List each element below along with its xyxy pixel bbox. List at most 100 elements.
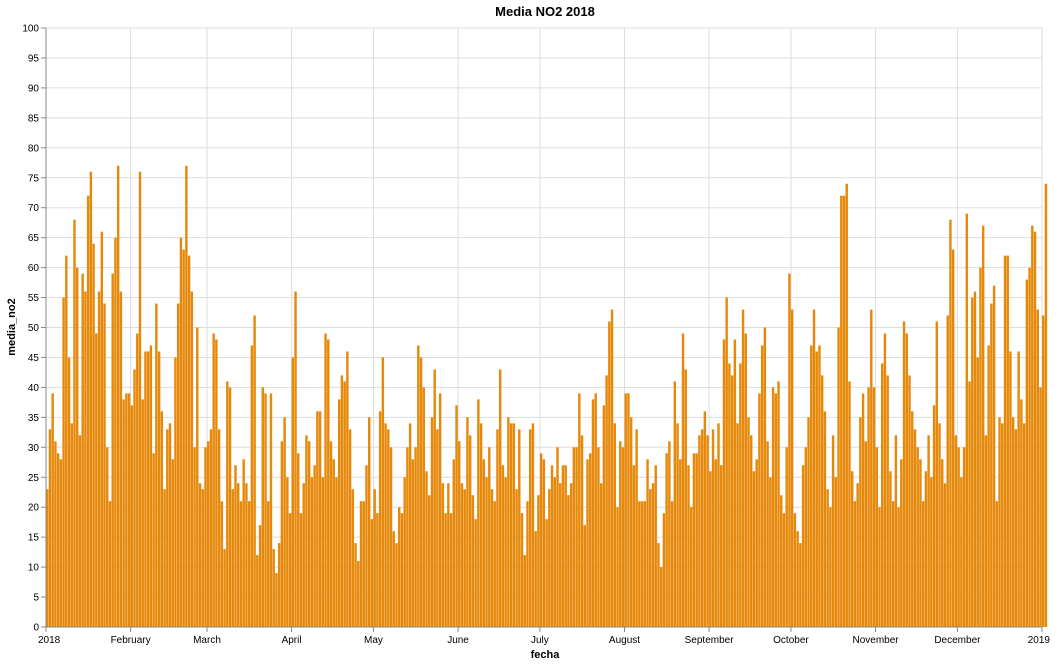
bar — [987, 345, 990, 627]
bar — [586, 459, 589, 627]
bar — [951, 249, 955, 627]
bar — [670, 501, 674, 627]
bar — [466, 417, 469, 627]
bar — [654, 465, 657, 627]
bar — [400, 513, 404, 627]
bar — [247, 501, 251, 627]
bar — [943, 483, 947, 627]
bar — [357, 561, 360, 627]
bar — [477, 399, 480, 627]
bar — [883, 333, 887, 627]
y-tick-label: 35 — [28, 413, 40, 424]
bar — [272, 549, 275, 627]
bar — [245, 483, 248, 627]
bar — [861, 393, 865, 627]
bar — [201, 489, 204, 627]
bar — [488, 447, 491, 627]
y-tick-label: 5 — [33, 593, 39, 604]
bar — [231, 489, 234, 627]
y-tick-label: 100 — [22, 24, 39, 35]
bar — [981, 225, 985, 628]
x-tick-label: March — [193, 635, 221, 646]
bar — [840, 195, 843, 627]
bar — [362, 501, 365, 627]
bar — [739, 363, 742, 627]
bar — [837, 327, 840, 627]
bar — [73, 219, 76, 627]
bar — [1025, 279, 1029, 627]
y-tick-label: 0 — [33, 623, 39, 634]
bar — [127, 393, 131, 627]
bar — [463, 489, 466, 627]
bar — [76, 267, 79, 627]
bar — [417, 345, 420, 627]
bar — [752, 471, 756, 627]
bar — [414, 447, 417, 627]
bar — [242, 459, 245, 627]
bar — [572, 447, 576, 627]
bar — [580, 435, 584, 627]
y-tick-label: 15 — [28, 533, 40, 544]
bar — [264, 393, 267, 627]
bar — [831, 435, 835, 627]
bar — [845, 183, 848, 628]
y-tick-label: 70 — [28, 203, 40, 214]
bar — [780, 495, 783, 627]
bar — [564, 465, 567, 627]
y-tick-label: 80 — [28, 143, 40, 154]
bar — [1022, 423, 1026, 627]
bar — [583, 525, 586, 627]
bar — [185, 165, 188, 627]
bar — [171, 459, 174, 627]
bar — [119, 291, 123, 627]
bar — [539, 453, 543, 627]
bar — [643, 501, 647, 627]
bar — [485, 477, 488, 627]
bar — [736, 423, 739, 627]
bar — [367, 417, 371, 627]
bar — [70, 423, 73, 627]
bar — [990, 303, 993, 627]
y-tick-label: 55 — [28, 293, 40, 304]
bar — [95, 333, 98, 627]
y-tick-label: 25 — [28, 473, 40, 484]
bar — [1001, 423, 1004, 627]
bar — [395, 543, 398, 627]
bar — [605, 375, 608, 627]
bar — [826, 489, 829, 627]
bar — [419, 357, 423, 627]
bar — [56, 453, 60, 627]
bar — [174, 357, 177, 627]
bar — [133, 369, 136, 627]
bar — [496, 429, 499, 627]
bar — [297, 453, 300, 627]
bar — [144, 351, 147, 627]
bar — [59, 459, 63, 627]
bar — [1031, 225, 1034, 628]
y-tick-label: 10 — [28, 563, 40, 574]
bar — [1009, 351, 1012, 627]
bar — [760, 345, 764, 627]
bar — [602, 405, 606, 627]
bar — [348, 429, 352, 627]
bar — [501, 465, 505, 627]
bar — [632, 465, 636, 627]
bar — [455, 405, 458, 627]
bar — [130, 405, 134, 627]
bar — [850, 471, 854, 627]
bar — [340, 375, 344, 627]
bar — [196, 327, 199, 627]
bar — [771, 387, 775, 627]
bar — [67, 357, 71, 627]
bar — [474, 519, 477, 627]
bar — [864, 441, 868, 627]
bar — [651, 483, 655, 627]
bar — [277, 543, 281, 627]
y-tick-label: 85 — [28, 113, 40, 124]
bar — [777, 381, 780, 627]
bar — [152, 453, 155, 627]
bar — [818, 345, 821, 627]
bar — [433, 369, 436, 627]
bar — [921, 501, 925, 627]
bar — [676, 423, 679, 627]
